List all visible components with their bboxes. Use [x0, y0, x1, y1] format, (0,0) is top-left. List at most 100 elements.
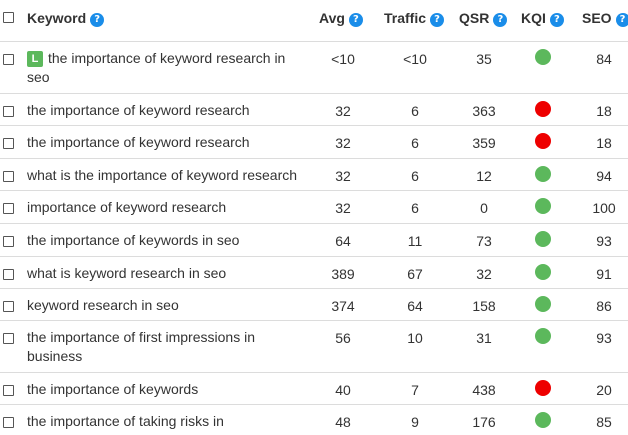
qsr-cell: 158: [472, 298, 496, 314]
row-checkbox[interactable]: [3, 236, 14, 247]
table-row[interactable]: the importance of keywords in seo 64 11 73 9…: [0, 223, 628, 257]
qsr-cell: 12: [476, 168, 492, 184]
list-badge: L: [27, 51, 43, 67]
kqi-bad-indicator: [535, 101, 551, 117]
qsr-cell: 31: [476, 330, 492, 346]
table-row[interactable]: the importance of keyword research 32 6 363…: [0, 93, 628, 126]
avg-cell: 32: [335, 135, 351, 151]
traffic-cell: 67: [407, 266, 423, 282]
kqi-good-indicator: [535, 328, 551, 344]
seo-cell: 93: [596, 330, 612, 346]
keyword-cell[interactable]: what is the importance of keyword resear…: [27, 166, 307, 185]
keyword-cell[interactable]: the importance of keyword research: [27, 133, 307, 152]
column-header-qsr[interactable]: QSR?: [459, 10, 508, 27]
table-row[interactable]: the importance of keyword research 32 6 359…: [0, 125, 628, 159]
keyword-cell[interactable]: the importance of keyword research: [27, 101, 307, 120]
row-checkbox[interactable]: [3, 54, 14, 65]
avg-cell: 389: [331, 266, 355, 282]
avg-cell: 56: [335, 330, 351, 346]
keyword-text[interactable]: what is the importance of keyword resear…: [27, 167, 298, 183]
qsr-cell: 359: [472, 135, 496, 151]
traffic-cell: 6: [411, 135, 419, 151]
help-icon[interactable]: ?: [615, 13, 628, 27]
help-icon[interactable]: ?: [430, 13, 445, 27]
avg-cell: 48: [335, 414, 351, 430]
column-header-keyword-label: Keyword: [27, 10, 87, 26]
kqi-good-indicator: [535, 166, 551, 182]
keyword-cell[interactable]: what is keyword research in seo: [27, 264, 307, 283]
row-checkbox[interactable]: [3, 106, 14, 117]
help-icon[interactable]: ?: [90, 13, 105, 27]
row-checkbox[interactable]: [3, 333, 14, 344]
column-header-seo[interactable]: SEO?: [582, 10, 628, 27]
keyword-text[interactable]: the importance of keyword research: [27, 134, 250, 150]
seo-cell: 86: [596, 298, 612, 314]
row-checkbox[interactable]: [3, 269, 14, 280]
avg-cell: 374: [331, 298, 355, 314]
column-header-traffic[interactable]: Traffic?: [384, 10, 445, 27]
row-checkbox[interactable]: [3, 138, 14, 149]
keyword-cell[interactable]: the importance of keywords in seo: [27, 231, 307, 250]
column-header-seo-label: SEO: [582, 10, 612, 26]
keyword-text[interactable]: the importance of taking risks in: [27, 413, 224, 429]
seo-cell: 93: [596, 233, 612, 249]
avg-cell: <10: [331, 51, 355, 67]
help-icon[interactable]: ?: [549, 13, 564, 27]
keyword-text[interactable]: the importance of first impressions in b…: [27, 329, 255, 364]
table-row[interactable]: the importance of taking risks in 48 9 176 8…: [0, 404, 628, 435]
keyword-cell[interactable]: the importance of taking risks in: [27, 412, 307, 431]
column-header-kqi-label: KQI: [521, 10, 546, 26]
column-header-avg[interactable]: Avg?: [319, 10, 363, 27]
column-header-kqi[interactable]: KQI?: [521, 10, 564, 27]
seo-cell: 18: [596, 135, 612, 151]
kqi-good-indicator: [535, 49, 551, 65]
kqi-good-indicator: [535, 296, 551, 312]
select-all-checkbox[interactable]: [3, 12, 14, 23]
traffic-cell: 10: [407, 330, 423, 346]
seo-cell: 18: [596, 103, 612, 119]
table-header: Keyword? Avg? Traffic? QSR? KQI? SEO?: [0, 0, 628, 40]
table-row[interactable]: the importance of first impressions in b…: [0, 320, 628, 373]
kqi-good-indicator: [535, 231, 551, 247]
keyword-cell[interactable]: the importance of keywords: [27, 380, 307, 399]
table-row[interactable]: what is the importance of keyword resear…: [0, 158, 628, 191]
row-checkbox[interactable]: [3, 203, 14, 214]
seo-cell: 94: [596, 168, 612, 184]
keyword-cell[interactable]: importance of keyword research: [27, 198, 307, 217]
keyword-text[interactable]: the importance of keywords in seo: [27, 232, 240, 248]
table-row[interactable]: what is keyword research in seo 389 67 32 91: [0, 256, 628, 289]
avg-cell: 64: [335, 233, 351, 249]
seo-cell: 84: [596, 51, 612, 67]
column-header-traffic-label: Traffic: [384, 10, 427, 26]
keyword-text[interactable]: keyword research in seo: [27, 297, 179, 313]
avg-cell: 32: [335, 200, 351, 216]
table-row[interactable]: the importance of keywords 40 7 438 20: [0, 372, 628, 405]
row-checkbox[interactable]: [3, 301, 14, 312]
row-checkbox[interactable]: [3, 385, 14, 396]
keyword-text[interactable]: the importance of keyword research in se…: [27, 50, 286, 85]
help-icon[interactable]: ?: [348, 13, 363, 27]
qsr-cell: 73: [476, 233, 492, 249]
row-checkbox[interactable]: [3, 171, 14, 182]
keyword-cell[interactable]: the importance of first impressions in b…: [27, 328, 307, 366]
seo-cell: 100: [592, 200, 616, 216]
keyword-text[interactable]: the importance of keyword research: [27, 102, 250, 118]
kqi-good-indicator: [535, 412, 551, 428]
avg-cell: 40: [335, 382, 351, 398]
column-header-keyword[interactable]: Keyword?: [27, 10, 105, 27]
traffic-cell: 6: [411, 103, 419, 119]
table-row[interactable]: importance of keyword research 32 6 0 100: [0, 190, 628, 224]
keyword-cell[interactable]: keyword research in seo: [27, 296, 307, 315]
help-icon[interactable]: ?: [493, 13, 508, 27]
keyword-text[interactable]: the importance of keywords: [27, 381, 199, 397]
row-checkbox[interactable]: [3, 417, 14, 428]
qsr-cell: 363: [472, 103, 496, 119]
avg-cell: 32: [335, 103, 351, 119]
table-row[interactable]: keyword research in seo 374 64 158 86: [0, 288, 628, 321]
keyword-text[interactable]: importance of keyword research: [27, 199, 227, 215]
keyword-text[interactable]: what is keyword research in seo: [27, 265, 227, 281]
qsr-cell: 176: [472, 414, 496, 430]
avg-cell: 32: [335, 168, 351, 184]
